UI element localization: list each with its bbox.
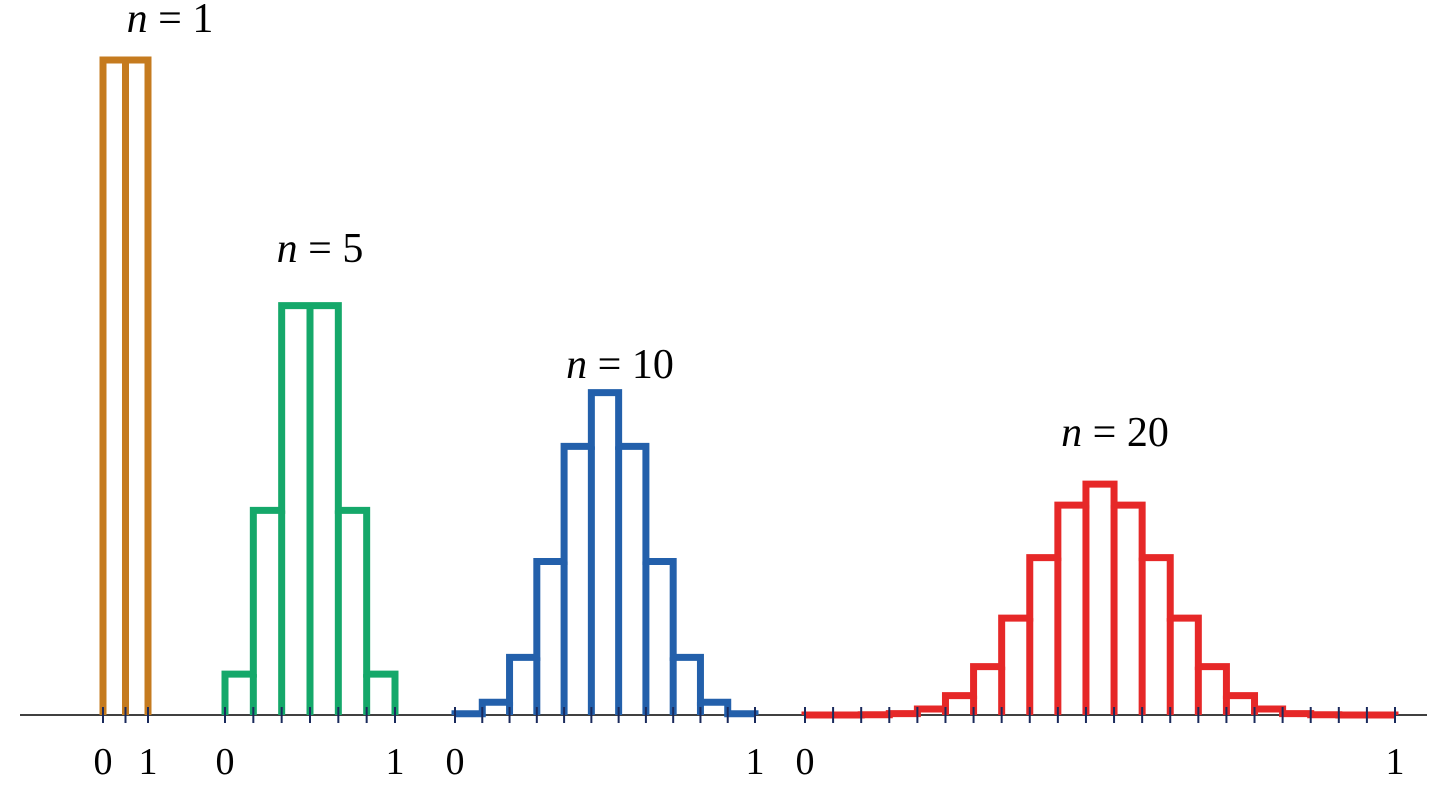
panel-n5: 0 1 n = 5 — [216, 226, 405, 783]
tick-label-n5: 1 — [386, 741, 405, 783]
tick-label-n5: 0 — [216, 741, 235, 783]
binomial-distributions-chart: 01n = 101n = 501n = 1001n = 20 — [0, 0, 1447, 802]
equals: = — [587, 342, 632, 388]
n-value: 5 — [342, 226, 363, 272]
histogram-outline-n10 — [455, 393, 755, 715]
tick-label-n1: 0 — [94, 741, 113, 783]
panel-title-n10: n = 10 — [566, 342, 674, 388]
panel-n20: 0 1 n = 20 — [796, 410, 1405, 783]
equals: = — [298, 226, 343, 272]
tick-label-n10: 1 — [746, 741, 765, 783]
var-n: n — [127, 0, 148, 42]
n-value: 1 — [192, 0, 213, 42]
tick-label-n20: 1 — [1386, 741, 1405, 783]
var-n: n — [277, 226, 298, 272]
histogram-outline-n20 — [805, 484, 1395, 715]
var-n: n — [566, 342, 587, 388]
tick-label-n1: 1 — [139, 741, 158, 783]
n-value: 20 — [1127, 410, 1169, 456]
panel-title-n1: n = 1 — [127, 0, 214, 42]
tick-label-n10: 0 — [446, 741, 465, 783]
equals: = — [148, 0, 193, 42]
tick-label-n20: 0 — [796, 741, 815, 783]
equals: = — [1082, 410, 1127, 456]
n-value: 10 — [632, 342, 674, 388]
panel-n10: 0 1 n = 10 — [446, 342, 765, 783]
panel-title-n20: n = 20 — [1061, 410, 1169, 456]
panel-n1: 01n = 1 — [94, 0, 214, 783]
var-n: n — [1061, 410, 1082, 456]
panel-title-n5: n = 5 — [277, 226, 364, 272]
